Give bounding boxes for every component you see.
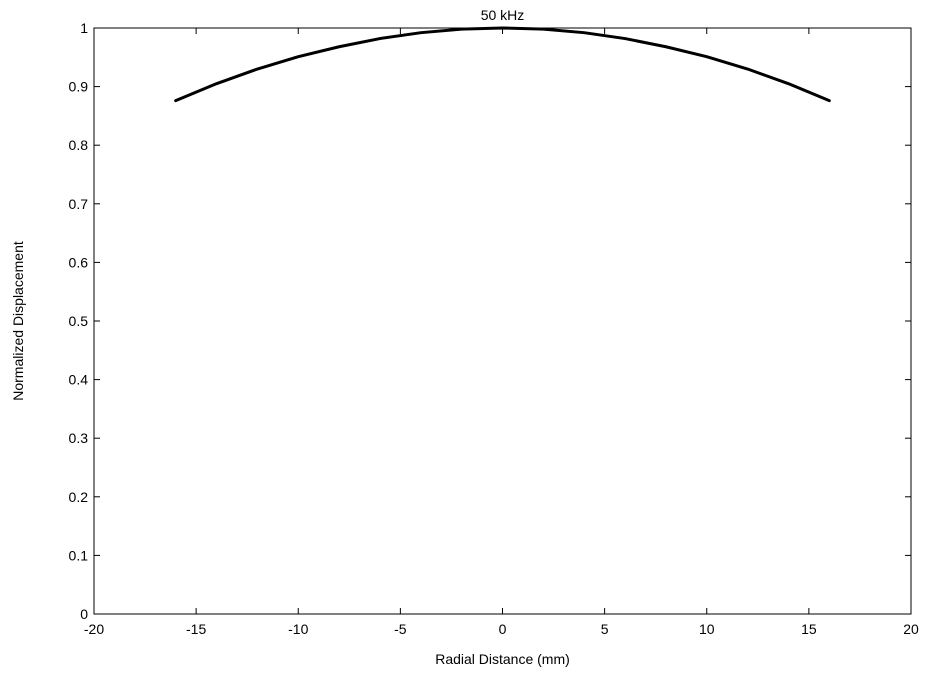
y-tick-label: 0.3 [69,430,89,446]
x-tick-label: 20 [903,621,919,637]
x-tick-label: 0 [499,621,507,637]
y-tick-label: 0.8 [69,137,89,153]
x-axis-title: Radial Distance (mm) [435,651,570,667]
x-tick-label: -5 [394,621,407,637]
y-tick-label: 0.9 [69,79,89,95]
y-tick-label: 0.1 [69,547,89,563]
y-tick-label: 0 [80,606,88,622]
y-tick-label: 0.4 [69,372,89,388]
series-layer [174,26,831,103]
y-tick-label: 0.7 [69,196,89,212]
x-tick-label: -20 [84,621,104,637]
x-tick-label: 15 [801,621,817,637]
y-tick-label: 0.2 [69,489,89,505]
x-tick-label: -15 [186,621,206,637]
y-tick-label: 0.5 [69,313,89,329]
y-tick-label: 1 [80,20,88,36]
chart-title: 50 kHz [481,7,525,23]
x-axis: -20 -15 -10 -5 0 5 10 15 20 [84,28,919,637]
plot-area [93,27,912,615]
y-tick-label: 0.6 [69,254,89,270]
y-axis-title: Normalized Displacement [10,241,26,401]
x-tick-label: 10 [699,621,715,637]
y-axis: 0 0.1 0.2 0.3 0.4 0.5 0.6 0.7 0.8 0.9 1 [69,20,911,622]
x-tick-label: -10 [288,621,308,637]
x-tick-label: 5 [601,621,609,637]
series-line-0 [174,26,831,103]
